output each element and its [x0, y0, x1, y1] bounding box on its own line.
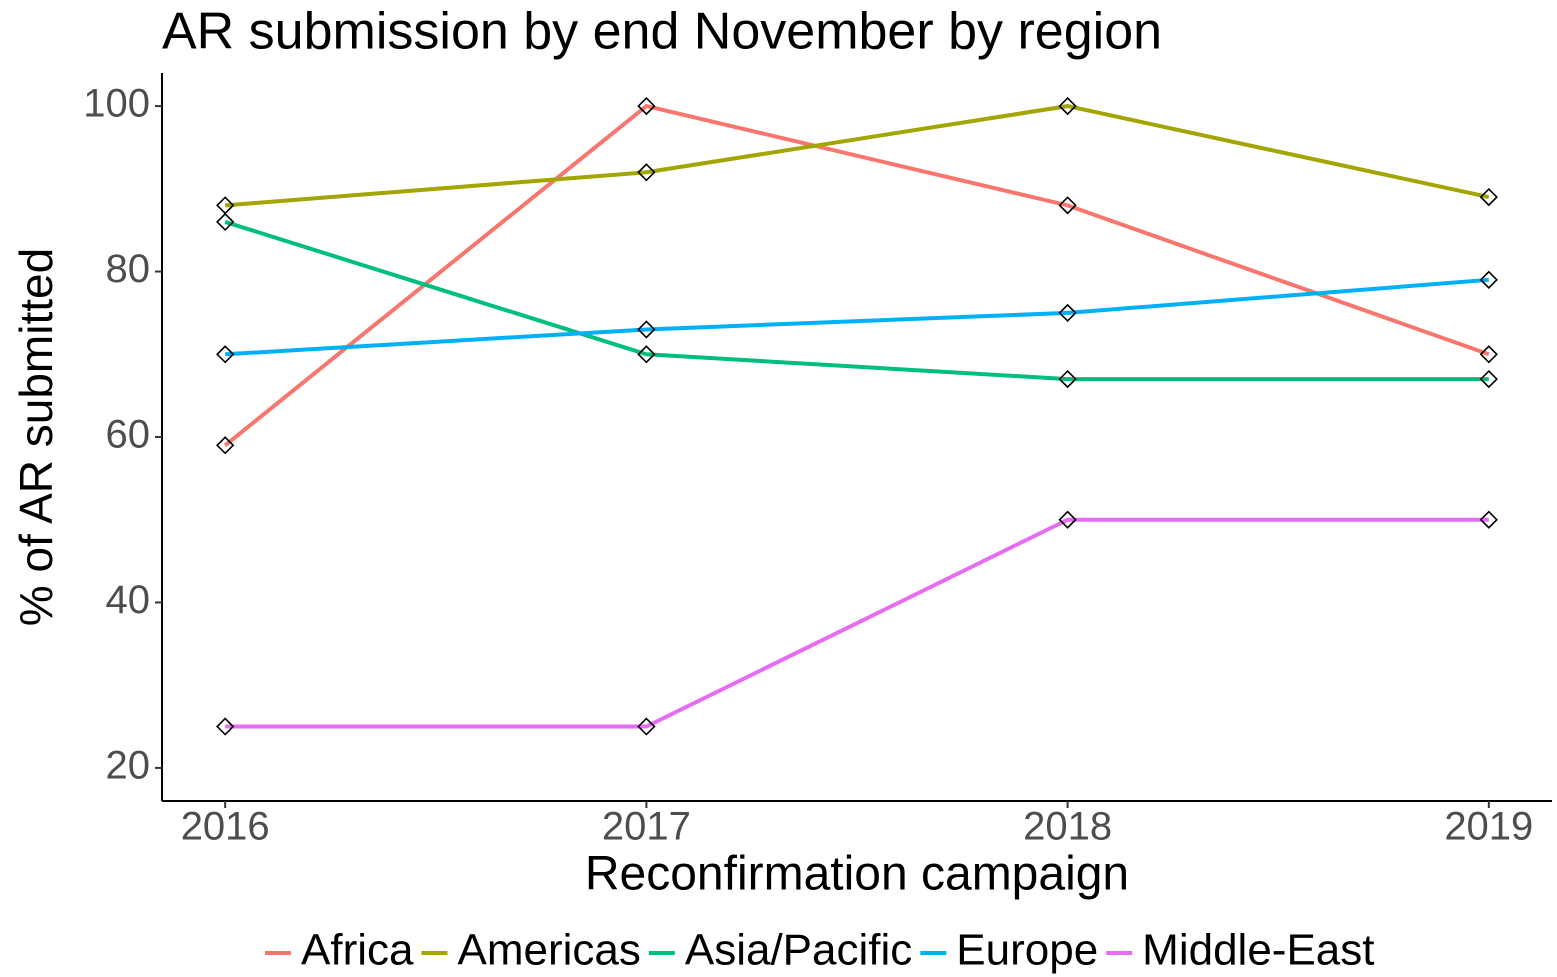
point-marker: [1058, 96, 1077, 116]
series-line: [225, 104, 1490, 208]
point-marker: [637, 96, 656, 116]
series-line: [225, 277, 1489, 357]
y-axis-label: % of AR submitted: [10, 248, 62, 626]
point-marker: [637, 163, 656, 182]
legend-label: Africa: [301, 926, 414, 975]
point-marker: [1058, 303, 1077, 323]
legend-label: Asia/Pacific: [685, 926, 912, 975]
x-tick-label: 2018: [1023, 805, 1112, 849]
y-tick-label: 80: [106, 247, 151, 291]
point-marker: [637, 345, 656, 364]
point-marker: [637, 717, 656, 736]
point-marker: [1058, 369, 1077, 389]
point-marker: [216, 212, 235, 232]
point-marker: [216, 436, 235, 455]
y-tick-label: 40: [106, 578, 151, 622]
series-line: [223, 103, 1490, 447]
point-marker: [1058, 196, 1077, 215]
y-tick-label: 60: [106, 413, 151, 457]
x-tick-label: 2019: [1444, 805, 1533, 849]
point-marker: [1479, 345, 1498, 364]
y-tick-label: 20: [106, 743, 151, 787]
point-marker: [1479, 187, 1498, 207]
point-marker: [216, 345, 235, 364]
series-line: [224, 220, 1489, 382]
x-tick-label: 2017: [602, 805, 691, 849]
y-tick-label: 100: [83, 82, 150, 126]
point-marker: [637, 320, 656, 339]
x-axis-label: Reconfirmation campaign: [585, 848, 1129, 901]
legend-label: Americas: [457, 926, 640, 975]
point-marker: [216, 717, 235, 736]
chart-title: AR submission by end November by region: [162, 3, 1162, 61]
x-tick-label: 2016: [181, 805, 270, 849]
point-marker: [1479, 369, 1498, 389]
point-marker: [1479, 510, 1498, 529]
legend-label: Middle-East: [1142, 926, 1374, 975]
legend-label: Europe: [956, 926, 1098, 975]
point-marker: [1058, 510, 1077, 529]
series-line: [225, 517, 1489, 729]
point-marker: [1479, 270, 1498, 289]
